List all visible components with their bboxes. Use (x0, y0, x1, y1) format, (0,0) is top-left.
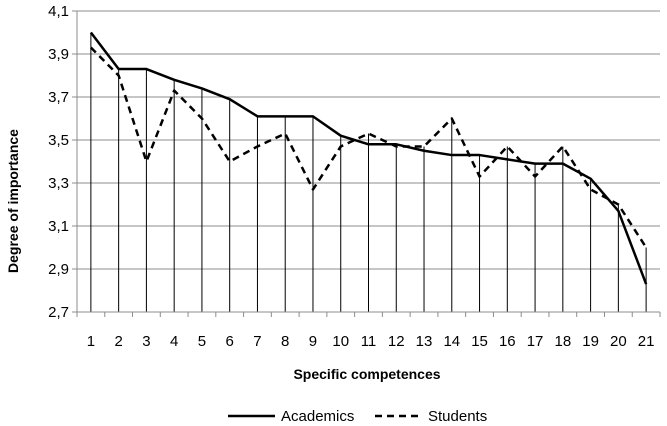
x-tick-label: 6 (226, 333, 234, 350)
y-tick-label: 4,1 (48, 3, 69, 20)
y-tick-label: 3,5 (48, 132, 69, 149)
legend-label-academics: Academics (281, 408, 354, 425)
axes (76, 11, 661, 317)
x-tick-label: 15 (471, 333, 488, 350)
x-tick-label: 12 (388, 333, 405, 350)
series-line-students (89, 46, 648, 249)
x-tick-label: 21 (638, 333, 655, 350)
x-tick-label: 8 (281, 333, 289, 350)
x-tick-label: 18 (554, 333, 571, 350)
x-tick-labels: 1 2 3 4 5 6 7 8 9 10 11 12 13 14 15 16 17 18 19 20 21 (87, 333, 655, 350)
x-tick-label: 9 (309, 333, 317, 350)
x-tick-label: 20 (610, 333, 627, 350)
x-tick-label: 1 (87, 333, 95, 350)
legend-label-students: Students (428, 408, 487, 425)
series-line-academics (89, 31, 648, 285)
y-tick-labels: 2,7 2,9 3,1 3,3 3,5 3,7 3,9 4,1 (48, 3, 69, 321)
x-tick-label: 5 (198, 333, 206, 350)
series-lines (89, 31, 648, 285)
x-tick-label: 17 (527, 333, 544, 350)
x-tick-label: 13 (416, 333, 433, 350)
x-tick-label: 2 (114, 333, 122, 350)
x-tick-label: 19 (582, 333, 599, 350)
y-axis-title: Degree of importance (5, 129, 21, 273)
drop-lines (90, 32, 647, 312)
y-tick-label: 3,7 (48, 89, 69, 106)
x-tick-label: 4 (170, 333, 178, 350)
y-tick-label: 2,9 (48, 261, 69, 278)
y-tick-label: 3,9 (48, 46, 69, 63)
y-tick-label: 3,1 (48, 218, 69, 235)
y-tick-label: 2,7 (48, 304, 69, 321)
x-tick-label: 11 (361, 333, 377, 350)
x-tick-label: 3 (142, 333, 150, 350)
x-tick-label: 7 (253, 333, 261, 350)
x-axis-title: Specific competences (293, 366, 440, 382)
legend: Academics Students (228, 408, 487, 425)
x-tick-label: 14 (443, 333, 460, 350)
x-tick-label: 10 (332, 333, 349, 350)
y-tick-label: 3,3 (48, 175, 69, 192)
x-tick-label: 16 (499, 333, 516, 350)
